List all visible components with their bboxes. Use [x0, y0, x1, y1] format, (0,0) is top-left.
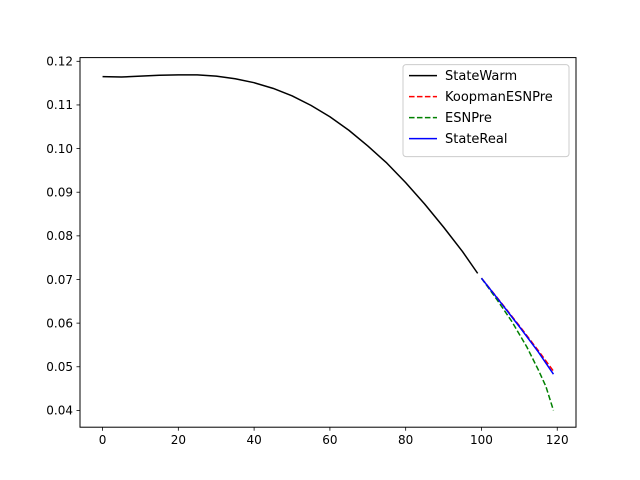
- legend-label: StateWarm: [445, 69, 517, 84]
- x-tick-label: 80: [398, 433, 413, 447]
- y-tick-label: 0.11: [46, 98, 73, 112]
- series-line-0: [102, 74, 479, 274]
- y-tick-label: 0.05: [46, 360, 73, 374]
- legend-box: [402, 64, 570, 158]
- x-tick-label: 120: [546, 433, 569, 447]
- y-tick-label: 0.12: [46, 55, 73, 69]
- x-axis: 0 20 40 60 80 100 120: [99, 427, 569, 447]
- x-tick-label: 100: [470, 433, 493, 447]
- y-tick-label: 0.04: [46, 404, 73, 418]
- y-tick-label: 0.07: [46, 273, 73, 287]
- y-tick-label: 0.06: [46, 316, 73, 330]
- y-tick-label: 0.10: [46, 142, 73, 156]
- plot-area: [102, 74, 555, 411]
- axes-frame: [79, 57, 577, 428]
- y-axis: 0.04 0.05 0.06 0.07 0.08 0.09 0.10 0.11 0.12: [46, 55, 80, 418]
- series-line-2: [480, 277, 555, 411]
- legend-label: KoopmanESNPre: [445, 90, 553, 105]
- x-tick-label: 0: [99, 433, 107, 447]
- x-tick-label: 20: [171, 433, 186, 447]
- legend-label: StateReal: [445, 132, 507, 147]
- x-tick-label: 60: [322, 433, 337, 447]
- y-tick-label: 0.09: [46, 186, 73, 200]
- y-tick-label: 0.08: [46, 229, 73, 243]
- series-line-3: [480, 277, 555, 375]
- legend-label: ESNPre: [445, 111, 492, 126]
- legend: StateWarm KoopmanESNPre ESNPre StateReal: [402, 64, 570, 158]
- x-tick-label: 40: [246, 433, 261, 447]
